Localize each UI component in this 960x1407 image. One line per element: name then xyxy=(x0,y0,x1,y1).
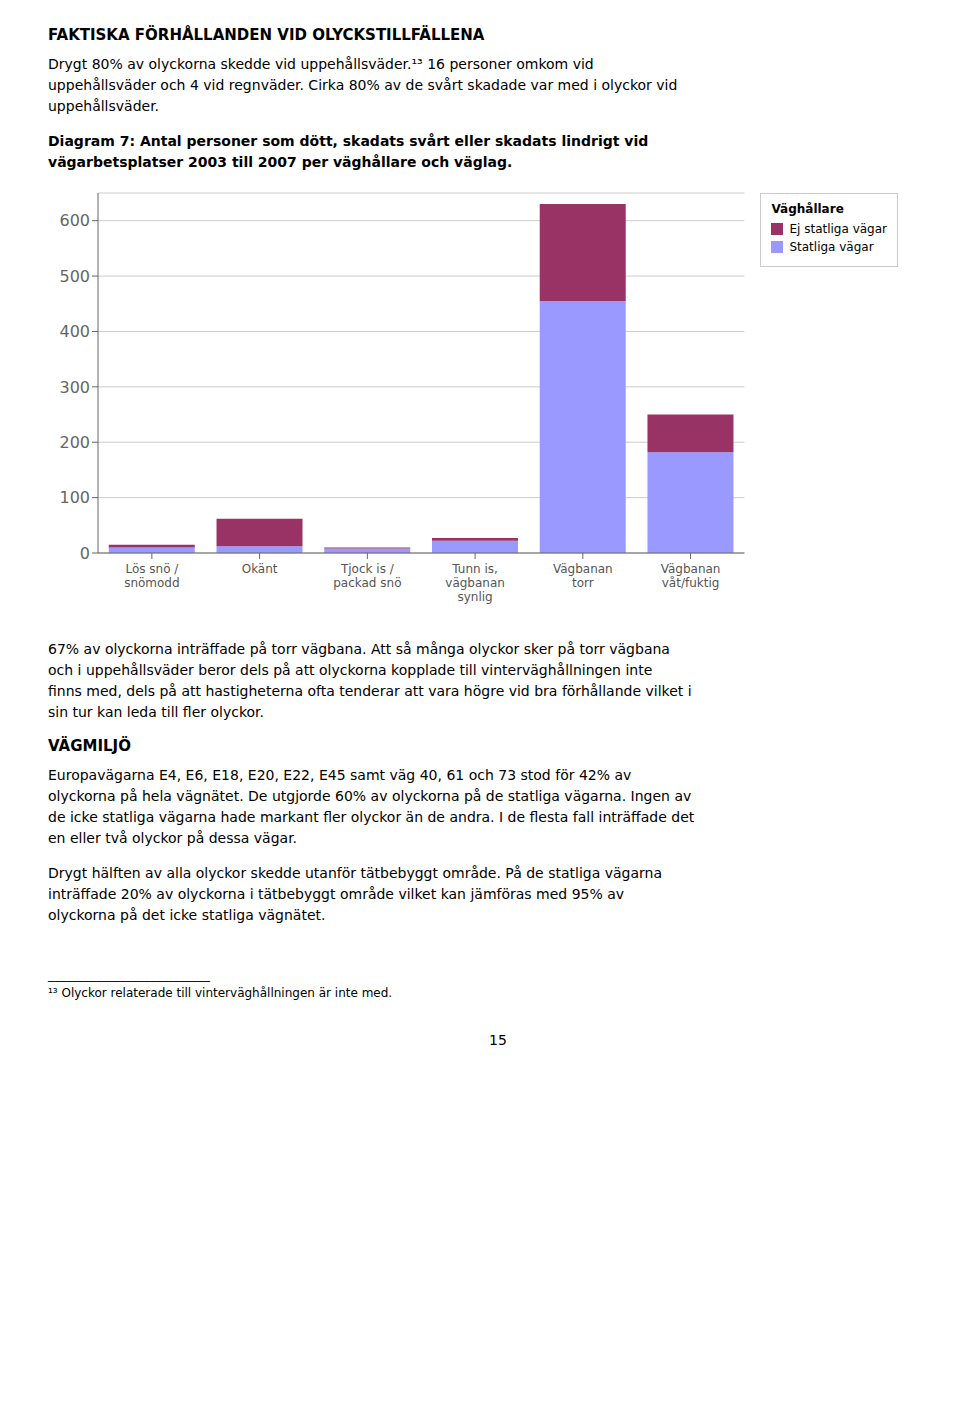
html-text:FAKTISKA FÖRHÅLLANDEN VID OLYC: FAKTISKA FÖRHÅLLANDEN VID OLYCKSTILLFÄLL… xyxy=(48,26,485,44)
svg-text:0: 0 xyxy=(80,544,90,563)
html-text:Drygt hälften av alla olyckor: Drygt hälften av alla olyckor skedde uta… xyxy=(48,865,662,923)
svg-text:Okänt: Okänt xyxy=(242,562,278,576)
svg-text:500: 500 xyxy=(59,267,90,286)
svg-text:400: 400 xyxy=(59,322,90,341)
svg-text:Vägbananvåt/fuktig: Vägbananvåt/fuktig xyxy=(661,562,721,590)
html-text:Väghållare: Väghållare xyxy=(771,202,844,216)
svg-text:Lös snö /snömodd: Lös snö /snömodd xyxy=(124,562,179,590)
html-text:15: 15 xyxy=(489,1032,507,1048)
html-text:Drygt 80% av olyckorna skedde: Drygt 80% av olyckorna skedde vid uppehå… xyxy=(48,56,678,114)
html-text:VÄGMILJÖ: VÄGMILJÖ xyxy=(48,737,131,755)
svg-text:Tjock is /packad snö: Tjock is /packad snö xyxy=(333,562,401,590)
html-text:Statliga vägar: Statliga vägar xyxy=(789,240,874,254)
svg-text:200: 200 xyxy=(59,433,90,452)
html-text:¹³ Olyckor relaterade till vin: ¹³ Olyckor relaterade till vinterväghåll… xyxy=(48,986,393,1000)
svg-text:600: 600 xyxy=(59,211,90,230)
html-text:Ej statliga vägar: Ej statliga vägar xyxy=(789,222,887,236)
svg-text:100: 100 xyxy=(59,488,90,507)
svg-text:Vägbanantorr: Vägbanantorr xyxy=(553,562,613,590)
html-text:67% av olyckorna inträffade på: 67% av olyckorna inträffade på torr vägb… xyxy=(48,641,692,720)
svg-text:300: 300 xyxy=(59,378,90,397)
svg-text:Tunn is,vägbanansynlig: Tunn is,vägbanansynlig xyxy=(445,562,505,604)
html-text:Europavägarna E4, E6, E18, E20: Europavägarna E4, E6, E18, E20, E22, E45… xyxy=(48,767,695,846)
html-text:Diagram 7: Antal personer som: Diagram 7: Antal personer som dött, skad… xyxy=(48,133,649,170)
